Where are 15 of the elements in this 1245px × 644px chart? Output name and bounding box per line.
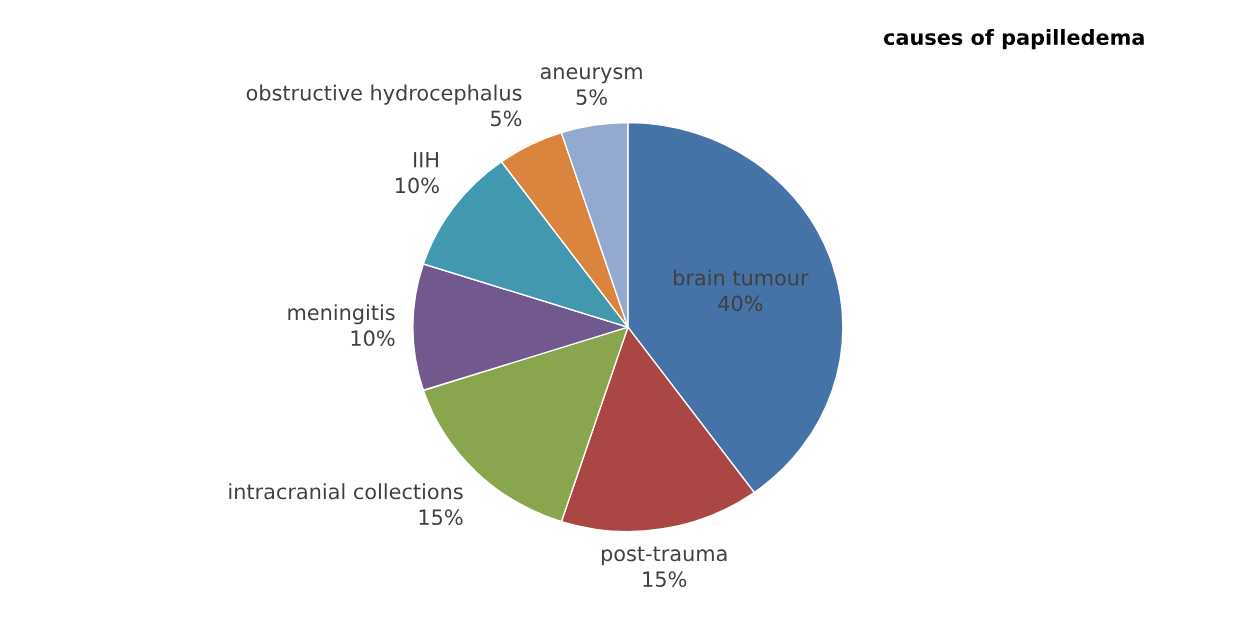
slice-label: aneurysm	[540, 67, 642, 84]
data-label: 5%	[491, 110, 522, 127]
slice-label: brain tumour	[674, 269, 809, 286]
data-label: 40%	[718, 295, 763, 312]
data-label: 10%	[395, 177, 439, 194]
data-label: 10%	[351, 330, 395, 347]
data-label: 15%	[643, 571, 687, 588]
slice-label: post-trauma	[601, 546, 727, 566]
slice-label: obstructive hydrocephalus	[246, 84, 522, 105]
text: causes of papilledema	[883, 28, 1144, 50]
slice-label: meningitis	[288, 304, 395, 325]
slice-label: intracranial collections	[229, 483, 463, 500]
slice-label: IIH	[414, 152, 438, 168]
data-label: 5%	[576, 89, 607, 105]
data-label: 15%	[419, 509, 463, 526]
